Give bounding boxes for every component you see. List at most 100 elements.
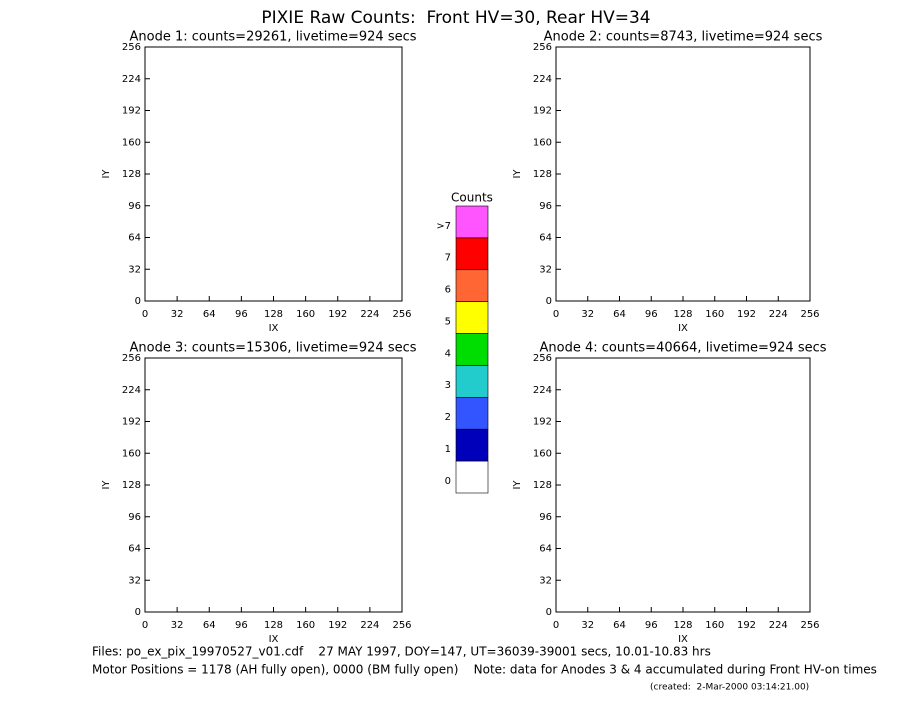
x-tick-label: 128 xyxy=(264,620,283,631)
footer-files: Files: po_ex_pix_19970527_v01.cdf 27 MAY… xyxy=(92,645,711,659)
colorbar-swatch xyxy=(455,460,489,494)
colorbar-label: >7 xyxy=(436,221,451,232)
x-tick-label: 64 xyxy=(203,309,216,320)
colorbar-swatch xyxy=(455,237,489,271)
y-tick-label: 160 xyxy=(533,448,552,459)
colorbar-swatch xyxy=(455,333,489,366)
panel-title: Anode 2: counts=8743, livetime=924 secs xyxy=(544,30,823,45)
y-tick-label: 64 xyxy=(128,233,141,244)
y-tick-label: 192 xyxy=(533,417,552,428)
x-tick-label: 96 xyxy=(235,309,248,320)
y-tick-label: 0 xyxy=(546,296,552,307)
x-tick-label: 32 xyxy=(581,309,594,320)
x-tick-label: 256 xyxy=(392,309,411,320)
x-tick-label: 224 xyxy=(769,309,788,320)
x-tick-label: 224 xyxy=(360,309,379,320)
colorbar-label: 6 xyxy=(445,285,451,296)
y-tick-label: 128 xyxy=(533,169,552,180)
x-tick-label: 64 xyxy=(613,620,626,631)
y-tick-label: 224 xyxy=(122,74,141,85)
y-tick-label: 192 xyxy=(533,106,552,117)
x-tick-label: 128 xyxy=(673,620,692,631)
x-tick-label: 160 xyxy=(705,620,724,631)
colorbar-label: 1 xyxy=(445,444,451,455)
x-tick-label: 256 xyxy=(800,620,819,631)
x-tick-label: 224 xyxy=(769,620,788,631)
x-tick-label: 64 xyxy=(203,620,216,631)
y-tick-label: 64 xyxy=(539,233,552,244)
y-tick-label: 64 xyxy=(539,544,552,555)
plot-area xyxy=(144,46,403,302)
y-axis-label: IY xyxy=(512,480,523,490)
plot-area xyxy=(555,357,811,613)
footer-created: (created: 2-Mar-2000 03:14:21.00) xyxy=(650,683,809,693)
y-tick-label: 160 xyxy=(122,137,141,148)
y-tick-label: 160 xyxy=(533,137,552,148)
x-axis-label: IX xyxy=(678,634,688,645)
x-tick-label: 64 xyxy=(613,309,626,320)
x-tick-label: 96 xyxy=(645,620,658,631)
x-tick-label: 256 xyxy=(800,309,819,320)
y-tick-label: 256 xyxy=(533,42,552,53)
colorbar-swatch xyxy=(455,269,489,302)
colorbar-label: 7 xyxy=(445,253,451,264)
x-tick-label: 32 xyxy=(171,309,184,320)
x-tick-label: 160 xyxy=(705,309,724,320)
x-tick-label: 0 xyxy=(553,309,559,320)
x-tick-label: 96 xyxy=(235,620,248,631)
x-tick-label: 192 xyxy=(328,620,347,631)
colorbar-swatch xyxy=(455,428,489,462)
x-tick-label: 128 xyxy=(673,309,692,320)
y-tick-label: 128 xyxy=(533,480,552,491)
y-tick-label: 96 xyxy=(539,201,552,212)
colorbar-label: 0 xyxy=(445,476,451,487)
x-axis-label: IX xyxy=(269,323,279,334)
y-tick-label: 192 xyxy=(122,106,141,117)
y-tick-label: 32 xyxy=(128,264,141,275)
figure-title: PIXIE Raw Counts: Front HV=30, Rear HV=3… xyxy=(261,8,650,28)
panel-title: Anode 3: counts=15306, livetime=924 secs xyxy=(129,341,416,356)
y-axis-label: IY xyxy=(512,169,523,179)
panel-title: Anode 4: counts=40664, livetime=924 secs xyxy=(539,341,826,356)
colorbar-swatch xyxy=(455,365,489,398)
panel-title: Anode 1: counts=29261, livetime=924 secs xyxy=(129,30,416,45)
y-tick-label: 128 xyxy=(122,169,141,180)
y-tick-label: 0 xyxy=(546,607,552,618)
y-tick-label: 224 xyxy=(533,74,552,85)
y-axis-label: IY xyxy=(101,169,112,179)
x-tick-label: 192 xyxy=(737,309,756,320)
colorbar-label: 2 xyxy=(445,412,451,423)
y-tick-label: 224 xyxy=(533,385,552,396)
footer-motor: Motor Positions = 1178 (AH fully open), … xyxy=(92,663,877,677)
y-tick-label: 96 xyxy=(539,512,552,523)
x-tick-label: 224 xyxy=(360,620,379,631)
colorbar-swatch xyxy=(455,205,489,239)
x-tick-label: 96 xyxy=(645,309,658,320)
y-tick-label: 32 xyxy=(539,575,552,586)
y-tick-label: 160 xyxy=(122,448,141,459)
colorbar-label: 5 xyxy=(445,316,451,327)
x-tick-label: 32 xyxy=(171,620,184,631)
plot-area xyxy=(144,357,403,613)
colorbar-swatch xyxy=(455,301,489,334)
y-tick-label: 0 xyxy=(135,607,141,618)
x-tick-label: 128 xyxy=(264,309,283,320)
x-axis-label: IX xyxy=(678,323,688,334)
x-tick-label: 160 xyxy=(296,620,315,631)
y-tick-label: 256 xyxy=(122,353,141,364)
y-tick-label: 128 xyxy=(122,480,141,491)
colorbar-swatch xyxy=(455,397,489,430)
y-tick-label: 256 xyxy=(533,353,552,364)
y-tick-label: 32 xyxy=(128,575,141,586)
plot-area xyxy=(555,46,811,302)
x-axis-label: IX xyxy=(269,634,279,645)
x-tick-label: 0 xyxy=(142,620,148,631)
y-tick-label: 256 xyxy=(122,42,141,53)
y-tick-label: 32 xyxy=(539,264,552,275)
x-tick-label: 192 xyxy=(328,309,347,320)
y-tick-label: 96 xyxy=(128,201,141,212)
x-tick-label: 160 xyxy=(296,309,315,320)
x-tick-label: 0 xyxy=(142,309,148,320)
